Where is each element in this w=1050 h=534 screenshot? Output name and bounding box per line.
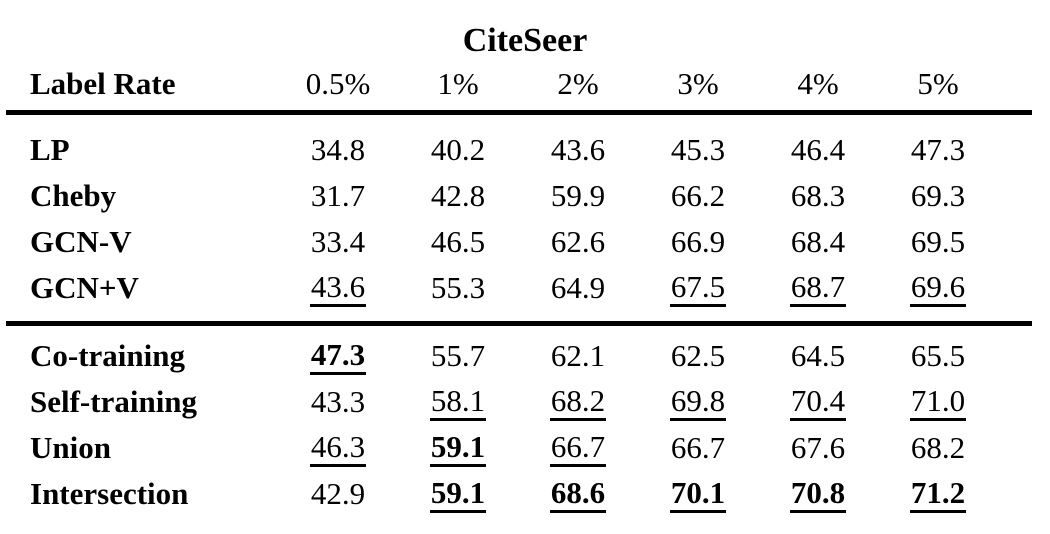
col-header-2pct: 2% <box>557 66 599 101</box>
table-row-union: Union 46.3 59.1 66.7 66.7 67.6 68.2 <box>0 425 1050 471</box>
value-cell: 47.3 <box>278 337 398 375</box>
value-cell: 43.3 <box>310 384 366 419</box>
table-row-intersection: Intersection 42.9 59.1 68.6 70.1 70.8 71… <box>0 471 1050 517</box>
value-cell: 68.7 <box>758 269 878 307</box>
value-cell: 47.3 <box>910 132 966 167</box>
value-cell: 42.8 <box>430 178 486 213</box>
value-cell: 67.6 <box>790 430 846 465</box>
value-cell: 71.2 <box>878 475 998 513</box>
header-row: Label Rate 0.5% 1% 2% 3% 4% 5% <box>0 58 1050 110</box>
table-title: CiteSeer <box>462 22 588 59</box>
value-cell: 71.0 <box>878 383 998 421</box>
col-header-1pct: 1% <box>437 66 479 101</box>
row-label: Self-training <box>30 384 198 419</box>
table-row-cheby: Cheby 31.7 42.8 59.9 66.2 68.3 69.3 <box>0 173 1050 219</box>
value-cell: 58.1 <box>398 383 518 421</box>
value-cell: 31.7 <box>310 178 366 213</box>
value-cell: 66.2 <box>670 178 726 213</box>
row-label: GCN-V <box>30 224 132 259</box>
value-cell: 64.5 <box>790 338 846 373</box>
baseline-methods-section: LP 34.8 40.2 43.6 45.3 46.4 47.3 Cheby 3… <box>0 115 1050 311</box>
value-cell: 69.8 <box>638 383 758 421</box>
table-row-self-training: Self-training 43.3 58.1 68.2 69.8 70.4 7… <box>0 379 1050 425</box>
value-cell: 66.7 <box>518 429 638 467</box>
value-cell: 59.9 <box>550 178 606 213</box>
value-cell: 68.3 <box>790 178 846 213</box>
value-cell: 62.5 <box>670 338 726 373</box>
row-label: Intersection <box>30 476 189 511</box>
value-cell: 69.3 <box>910 178 966 213</box>
row-label: LP <box>30 132 70 167</box>
row-label: GCN+V <box>30 270 139 305</box>
value-cell: 69.5 <box>910 224 966 259</box>
value-cell: 46.4 <box>790 132 846 167</box>
value-cell: 42.9 <box>310 476 366 511</box>
value-cell: 68.6 <box>518 475 638 513</box>
mid-rule <box>6 321 1032 326</box>
table-row-gcn-minus-v: GCN-V 33.4 46.5 62.6 66.9 68.4 69.5 <box>0 219 1050 265</box>
value-cell: 34.8 <box>310 132 366 167</box>
value-cell: 55.3 <box>430 270 486 305</box>
value-cell: 66.7 <box>670 430 726 465</box>
value-cell: 43.6 <box>278 269 398 307</box>
value-cell: 68.2 <box>910 430 966 465</box>
value-cell: 33.4 <box>310 224 366 259</box>
value-cell: 46.3 <box>278 429 398 467</box>
value-cell: 65.5 <box>910 338 966 373</box>
top-rule <box>6 110 1032 115</box>
label-rate-header: Label Rate <box>30 66 176 101</box>
proposed-methods-section: Co-training 47.3 55.7 62.1 62.5 64.5 65.… <box>0 326 1050 517</box>
value-cell: 64.9 <box>550 270 606 305</box>
row-label: Co-training <box>30 338 185 373</box>
value-cell: 55.7 <box>430 338 486 373</box>
row-label: Union <box>30 430 111 465</box>
table-row-gcn-plus-v: GCN+V 43.6 55.3 64.9 67.5 68.7 69.6 <box>0 265 1050 311</box>
value-cell: 70.1 <box>638 475 758 513</box>
table-row-lp: LP 34.8 40.2 43.6 45.3 46.4 47.3 <box>0 127 1050 173</box>
value-cell: 69.6 <box>878 269 998 307</box>
col-header-0.5pct: 0.5% <box>305 66 371 101</box>
value-cell: 46.5 <box>430 224 486 259</box>
value-cell: 66.9 <box>670 224 726 259</box>
value-cell: 40.2 <box>430 132 486 167</box>
col-header-3pct: 3% <box>677 66 719 101</box>
value-cell: 59.1 <box>398 475 518 513</box>
value-cell: 62.1 <box>550 338 606 373</box>
value-cell: 68.2 <box>518 383 638 421</box>
value-cell: 59.1 <box>398 429 518 467</box>
value-cell: 68.4 <box>790 224 846 259</box>
value-cell: 70.4 <box>758 383 878 421</box>
col-header-5pct: 5% <box>917 66 959 101</box>
col-header-4pct: 4% <box>797 66 839 101</box>
row-label: Cheby <box>30 178 117 213</box>
value-cell: 70.8 <box>758 475 878 513</box>
value-cell: 67.5 <box>638 269 758 307</box>
value-cell: 45.3 <box>670 132 726 167</box>
value-cell: 62.6 <box>550 224 606 259</box>
table-row-co-training: Co-training 47.3 55.7 62.1 62.5 64.5 65.… <box>0 333 1050 379</box>
value-cell: 43.6 <box>550 132 606 167</box>
